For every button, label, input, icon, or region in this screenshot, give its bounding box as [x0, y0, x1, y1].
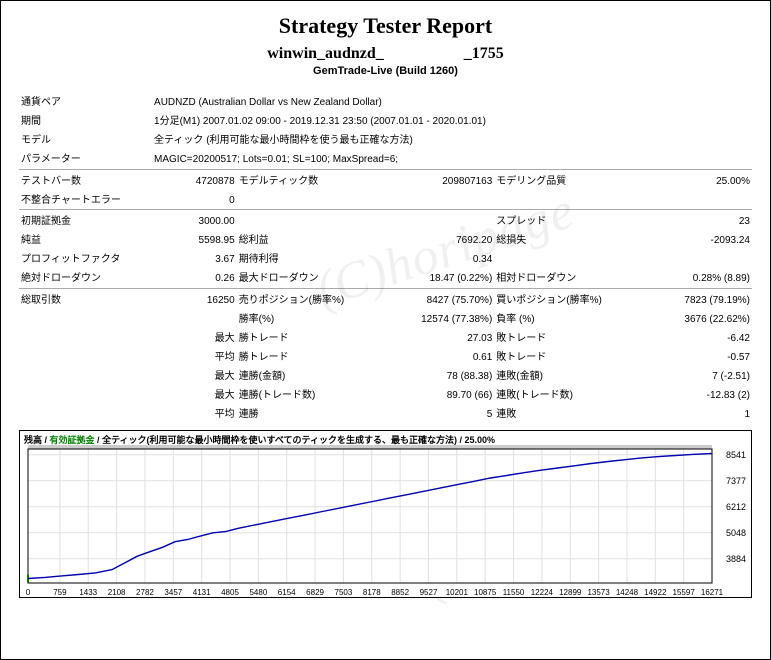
report-subtitle: winwin_audnzd_ _1755	[19, 39, 752, 63]
svg-text:6154: 6154	[278, 588, 296, 597]
svg-text:5048: 5048	[726, 527, 746, 537]
svg-text:12899: 12899	[559, 588, 582, 597]
svg-text:5480: 5480	[249, 588, 267, 597]
row-conswins-avg: 平均 連勝 5 連敗 1	[19, 403, 752, 422]
legend-desc: 全ティック(利用可能な最小時間枠を使いすべてのティックを生成する、最も正確な方法…	[102, 435, 457, 445]
svg-text:13573: 13573	[587, 588, 610, 597]
period-value: 1分足(M1) 2007.01.02 09:00 - 2019.12.31 23…	[152, 110, 752, 129]
svg-text:7503: 7503	[335, 588, 353, 597]
pair-label: 通貨ペア	[19, 91, 152, 110]
period-label: 期間	[19, 110, 152, 129]
param-value: MAGIC=20200517; Lots=0.01; SL=100; MaxSp…	[152, 148, 752, 167]
row-params: パラメーター MAGIC=20200517; Lots=0.01; SL=100…	[19, 148, 752, 167]
model-value: 全ティック (利用可能な最小時間枠を使う最も正確な方法)	[152, 129, 752, 148]
svg-text:4805: 4805	[221, 588, 239, 597]
svg-text:12224: 12224	[531, 588, 554, 597]
row-netprofit: 純益 5598.95 総利益 7692.20 総損失 -2093.24	[19, 229, 752, 248]
row-totaltrades: 総取引数 16250 売りポジション(勝率%) 8427 (75.70%) 買い…	[19, 288, 752, 308]
svg-text:16271: 16271	[701, 588, 724, 597]
svg-text:9527: 9527	[420, 588, 438, 597]
svg-text:4131: 4131	[193, 588, 211, 597]
model-label: モデル	[19, 129, 152, 148]
row-period: 期間 1分足(M1) 2007.01.02 09:00 - 2019.12.31…	[19, 110, 752, 129]
report-table: 通貨ペア AUDNZD (Australian Dollar vs New Ze…	[19, 91, 752, 422]
platform-label: GemTrade-Live (Build 1260)	[19, 65, 752, 77]
svg-text:3884: 3884	[726, 553, 746, 563]
row-largest: 最大 勝トレード 27.03 敗トレード -6.42	[19, 327, 752, 346]
row-winrate: 勝率(%) 12574 (77.38%) 負率 (%) 3676 (22.62%…	[19, 308, 752, 327]
row-model: モデル 全ティック (利用可能な最小時間枠を使う最も正確な方法)	[19, 129, 752, 148]
svg-text:8541: 8541	[726, 449, 746, 459]
row-deposit: 初期証拠金 3000.00 スプレッド 23	[19, 210, 752, 230]
row-conswins-count: 最大 連勝(トレード数) 89.70 (66) 連敗(トレード数) -12.83…	[19, 384, 752, 403]
row-average: 平均 勝トレード 0.61 敗トレード -0.57	[19, 346, 752, 365]
svg-text:14922: 14922	[644, 588, 667, 597]
pair-value: AUDNZD (Australian Dollar vs New Zealand…	[152, 91, 752, 110]
chart-svg: 8541 7377 6212 5048 3884 0 759 1433 2108 2782 3457…	[20, 431, 750, 597]
svg-text:10875: 10875	[474, 588, 497, 597]
chart-legend: 残高 / 有効証拠金 / 全ティック(利用可能な最小時間枠を使いすべてのティック…	[24, 433, 495, 446]
svg-text:14248: 14248	[616, 588, 639, 597]
row-bars: テストバー数 4720878 モデルティック数 209807163 モデリング品…	[19, 169, 752, 189]
svg-text:2108: 2108	[108, 588, 126, 597]
row-mismatch: 不整合チャートエラー 0	[19, 189, 752, 208]
svg-text:7377: 7377	[726, 475, 746, 485]
param-label: パラメーター	[19, 148, 152, 167]
svg-text:0: 0	[26, 588, 31, 597]
svg-text:15597: 15597	[673, 588, 696, 597]
legend-quality: 25.00%	[465, 435, 496, 445]
report-title: Strategy Tester Report	[19, 13, 752, 39]
svg-text:11550: 11550	[503, 588, 525, 597]
svg-text:6212: 6212	[726, 501, 746, 511]
row-drawdown: 絶対ドローダウン 0.26 最大ドローダウン 18.47 (0.22%) 相対ド…	[19, 267, 752, 286]
svg-text:10201: 10201	[446, 588, 469, 597]
svg-text:1433: 1433	[79, 588, 97, 597]
svg-text:6829: 6829	[306, 588, 324, 597]
svg-text:8852: 8852	[391, 588, 409, 597]
svg-text:8178: 8178	[363, 588, 381, 597]
row-conswins-money: 最大 連勝(金額) 78 (88.38) 連敗(金額) 7 (-2.51)	[19, 365, 752, 384]
row-pair: 通貨ペア AUDNZD (Australian Dollar vs New Ze…	[19, 91, 752, 110]
svg-text:2782: 2782	[136, 588, 154, 597]
row-profitfactor: プロフィットファクタ 3.67 期待利得 0.34	[19, 248, 752, 267]
legend-balance: 残高	[24, 435, 42, 445]
report-page: (C)horipage (C)horipage Strategy Tester …	[0, 0, 771, 660]
legend-equity: 有効証拠金	[50, 435, 95, 445]
svg-text:759: 759	[53, 588, 67, 597]
svg-text:3457: 3457	[164, 588, 182, 597]
equity-chart: 残高 / 有効証拠金 / 全ティック(利用可能な最小時間枠を使いすべてのティック…	[19, 430, 752, 598]
